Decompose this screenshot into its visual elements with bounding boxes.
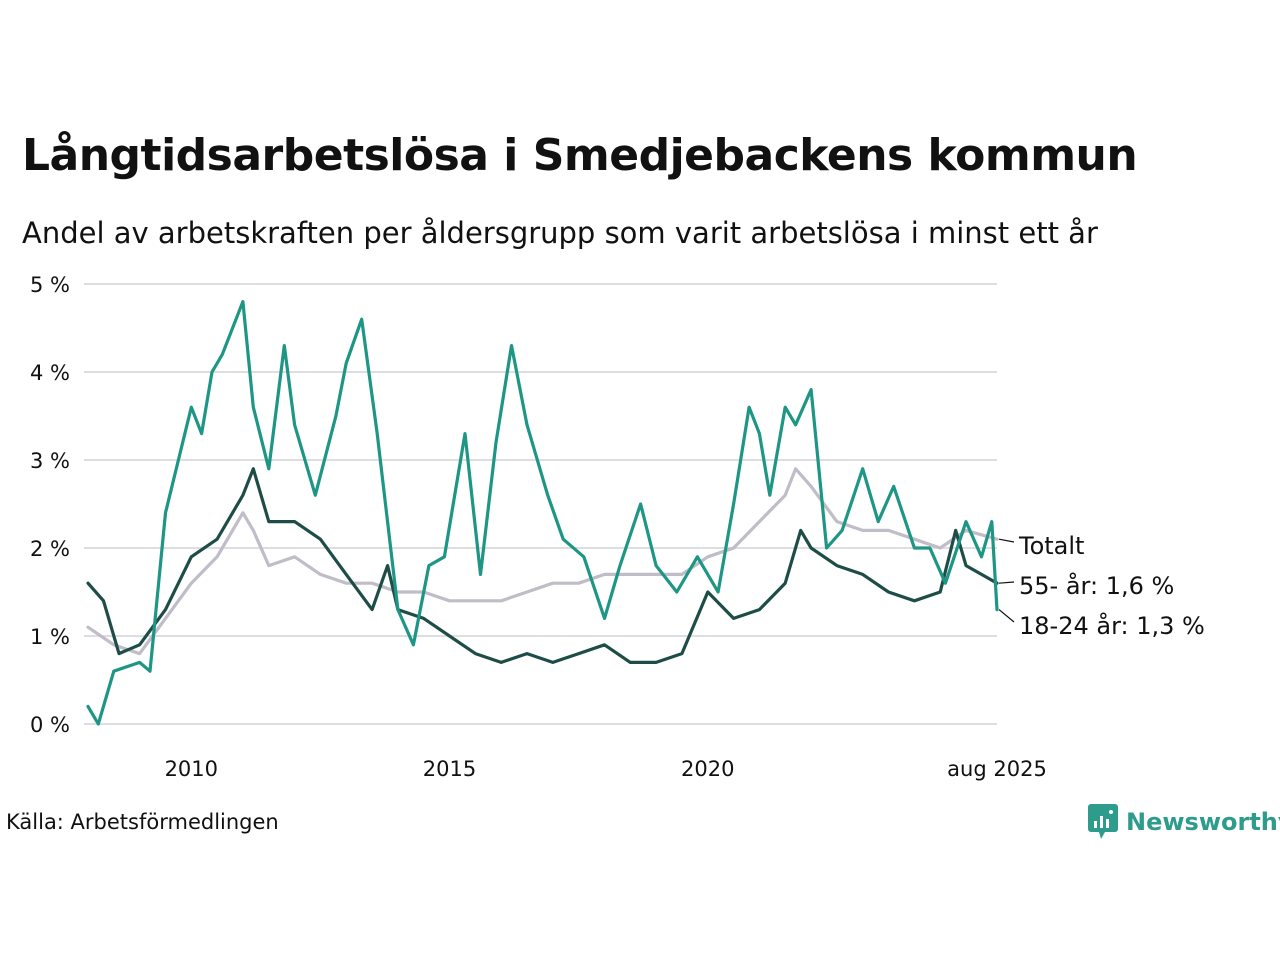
y-tick-label: 2 % <box>30 537 70 561</box>
label-leader-line <box>998 609 1015 623</box>
chart-title: Långtidsarbetslösa i Smedjebackens kommu… <box>22 130 1138 181</box>
label-leader-line <box>998 538 1015 543</box>
source-note: Källa: Arbetsförmedlingen <box>6 810 279 834</box>
line-chart: 0 %1 %2 %3 %4 %5 % 2010 2015 2020 aug 2025 … <box>30 273 1205 781</box>
x-axis: 2010 2015 2020 aug 2025 <box>165 757 1047 781</box>
newsworthy-logo: Newsworthy <box>1088 804 1280 840</box>
y-tick-label: 4 % <box>30 361 70 385</box>
series-labels: Totalt 55- år: 1,6 % 18-24 år: 1,3 % <box>998 532 1205 640</box>
y-tick-label: 5 % <box>30 273 70 297</box>
series-end-label: Totalt <box>1018 532 1084 560</box>
x-tick-label: aug 2025 <box>947 757 1047 781</box>
y-tick-label: 0 % <box>30 713 70 737</box>
newsworthy-logo-icon <box>1088 804 1118 839</box>
x-tick-label: 2015 <box>423 757 476 781</box>
series-line-55-r <box>86 467 999 664</box>
y-axis: 0 % 1 % 2 % 3 % 4 % 5 % <box>30 273 70 737</box>
series-end-label: 18-24 år: 1,3 % <box>1019 611 1205 640</box>
brand-name: Newsworthy <box>1126 808 1280 836</box>
x-tick-label: 2010 <box>165 757 218 781</box>
y-tick-label: 1 % <box>30 625 70 649</box>
y-tick-label: 3 % <box>30 449 70 473</box>
series-line-totalt <box>86 467 999 656</box>
series-end-label: 55- år: 1,6 % <box>1019 571 1174 600</box>
label-leader-line <box>998 581 1015 584</box>
x-tick-label: 2020 <box>681 757 734 781</box>
chart-subtitle: Andel av arbetskraften per åldersgrupp s… <box>22 216 1098 250</box>
grid <box>84 283 997 725</box>
series-lines <box>86 299 999 726</box>
series-line-18-24-r <box>86 299 999 726</box>
